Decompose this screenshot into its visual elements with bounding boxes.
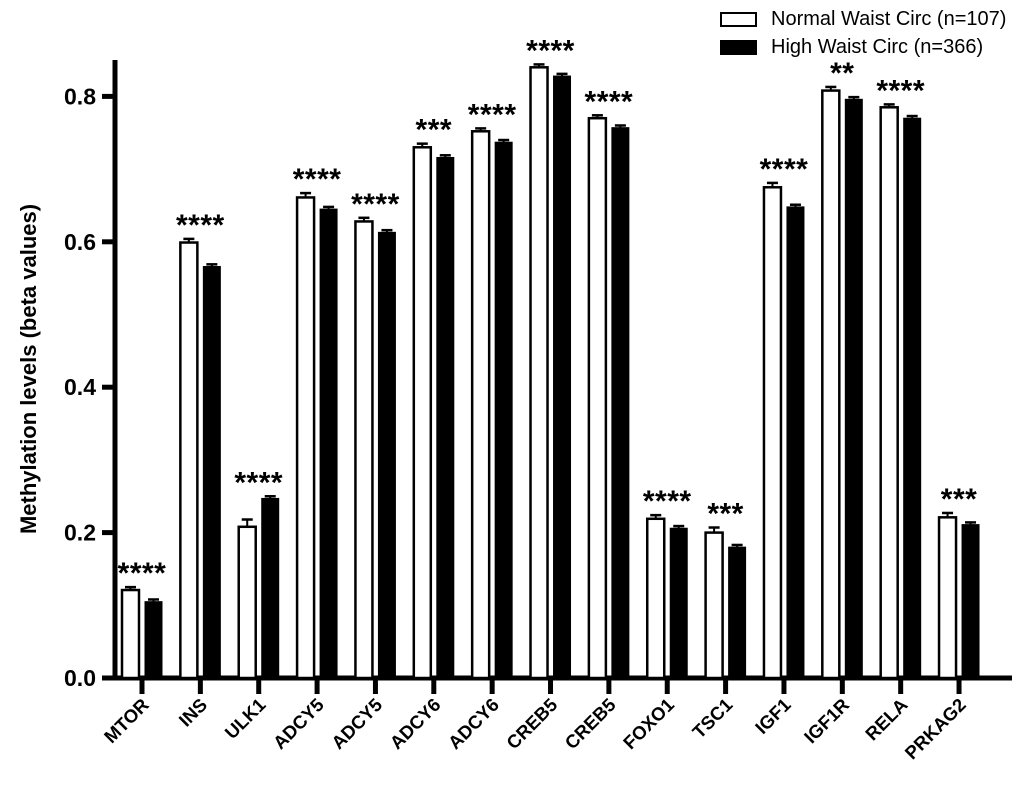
- legend-item-normal-waist: Normal Waist Circ (n=107): [720, 8, 1006, 30]
- x-tick-label: ADCY6: [385, 694, 444, 753]
- significance-label: ****: [876, 74, 925, 107]
- y-tick-label: 0.0: [64, 665, 96, 691]
- bar-high-waist: [319, 208, 338, 679]
- significance-label: ****: [293, 163, 342, 196]
- significance-label: ****: [351, 188, 400, 221]
- legend-label-normal-waist: Normal Waist Circ (n=107): [771, 8, 1007, 30]
- y-axis-title: Methylation levels (beta values): [16, 204, 41, 534]
- x-tick-label: ULK1: [221, 694, 270, 743]
- bar-high-waist: [786, 206, 805, 679]
- bar-normal-waist: [470, 130, 491, 680]
- bar-high-waist: [669, 527, 688, 679]
- bar-normal-waist: [762, 186, 783, 680]
- bar-high-waist: [844, 98, 863, 679]
- legend-item-high-waist: High Waist Circ (n=366): [720, 36, 1006, 58]
- bar-high-waist: [903, 117, 922, 679]
- bar-high-waist: [494, 141, 513, 679]
- bar-normal-waist: [354, 220, 374, 680]
- x-tick-label: ADCY5: [269, 694, 328, 753]
- x-tick-label: PRKAG2: [900, 694, 969, 763]
- plot-layer: 0.0 0.2 0.4 0.6 0.8 **** MTOR **** INS **** ULK1 **…: [64, 34, 1012, 763]
- bar-normal-waist: [179, 241, 199, 680]
- significance-label: ***: [941, 483, 978, 516]
- legend: Normal Waist Circ (n=107) High Waist Cir…: [720, 8, 1006, 58]
- bar-high-waist: [377, 231, 396, 679]
- bar-normal-waist: [237, 525, 257, 680]
- legend-label-high-waist: High Waist Circ (n=366): [771, 36, 984, 58]
- bar-normal-waist: [645, 517, 666, 680]
- bar-normal-waist: [412, 146, 433, 680]
- bar-high-waist: [144, 601, 163, 679]
- x-tick-label: ADCY6: [444, 694, 503, 753]
- x-tick-label: ADCY5: [327, 694, 386, 753]
- bar-high-waist: [261, 497, 280, 679]
- y-tick-label: 0.8: [64, 83, 96, 109]
- bar-normal-waist: [120, 588, 141, 680]
- significance-label: ****: [643, 485, 692, 518]
- y-tick-label: 0.6: [64, 229, 96, 255]
- x-tick-label: TSC1: [688, 694, 736, 742]
- significance-label: ****: [760, 153, 809, 186]
- bar-high-waist: [961, 524, 980, 679]
- significance-label: ****: [176, 209, 225, 242]
- legend-swatch-normal-waist: [720, 11, 757, 27]
- bar-normal-waist: [529, 66, 549, 680]
- bar-normal-waist: [937, 516, 958, 680]
- x-tick-label: IGF1: [751, 694, 795, 738]
- legend-swatch-high-waist: [720, 39, 757, 55]
- x-tick-label: IGF1R: [800, 694, 853, 747]
- significance-label: ***: [707, 498, 744, 531]
- significance-label: ****: [585, 85, 634, 118]
- x-tick-label: MTOR: [100, 694, 153, 747]
- y-tick-label: 0.2: [64, 520, 96, 546]
- bar-normal-waist: [821, 89, 841, 680]
- bar-high-waist: [202, 266, 221, 679]
- bar-normal-waist: [879, 106, 899, 680]
- x-tick-label: RELA: [861, 694, 911, 744]
- significance-label: ****: [118, 557, 167, 590]
- x-tick-label: INS: [175, 694, 212, 731]
- x-tick-label: CREB5: [561, 694, 620, 753]
- bar-normal-waist: [704, 531, 724, 680]
- bar-high-waist: [553, 75, 572, 679]
- bar-normal-waist: [587, 116, 608, 680]
- x-tick-label: FOXO1: [619, 694, 678, 753]
- bar-high-waist: [436, 156, 455, 679]
- bar-high-waist: [728, 546, 747, 679]
- x-tick-label: CREB5: [502, 694, 561, 753]
- significance-label: **: [830, 57, 854, 90]
- significance-label: ***: [416, 114, 453, 147]
- bar-normal-waist: [295, 196, 316, 680]
- bar-high-waist: [611, 127, 630, 679]
- significance-label: ****: [468, 98, 517, 131]
- y-tick-label: 0.4: [64, 374, 96, 400]
- significance-label: ****: [234, 466, 283, 499]
- significance-label: ****: [526, 34, 575, 67]
